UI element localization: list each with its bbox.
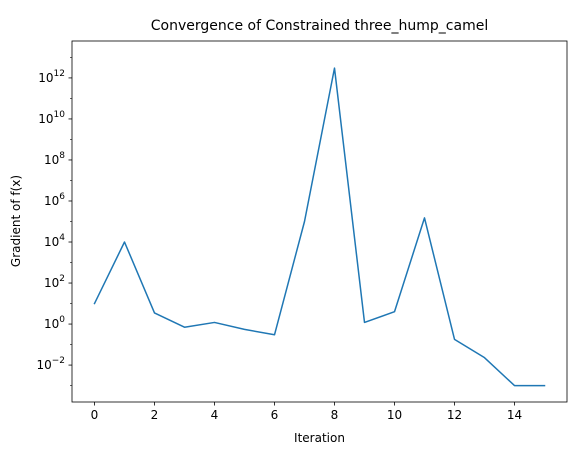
plot-frame [71, 40, 568, 403]
y-tick-label: 104 [44, 233, 65, 249]
x-tick-label: 8 [331, 408, 339, 422]
x-tick-label: 6 [271, 408, 279, 422]
x-tick-label: 14 [507, 408, 522, 422]
y-tick-label: 1010 [38, 110, 65, 126]
y-tick-label: 1012 [38, 69, 65, 85]
chart-title: Convergence of Constrained three_hump_ca… [151, 18, 488, 34]
y-tick-label: 102 [44, 274, 65, 290]
x-tick-label: 4 [211, 408, 219, 422]
series-line [93, 67, 546, 387]
x-tick-label: 10 [387, 408, 402, 422]
y-tick-label: 106 [44, 192, 65, 208]
x-tick-label: 0 [91, 408, 99, 422]
y-tick-label: 10−2 [36, 356, 65, 372]
y-axis-title: Gradient of f(x) [9, 175, 23, 267]
x-tick-label: 12 [447, 408, 462, 422]
x-axis-title: Iteration [294, 431, 345, 445]
y-tick-label: 100 [44, 315, 65, 331]
y-tick-label: 108 [44, 151, 65, 167]
x-tick-label: 2 [151, 408, 159, 422]
